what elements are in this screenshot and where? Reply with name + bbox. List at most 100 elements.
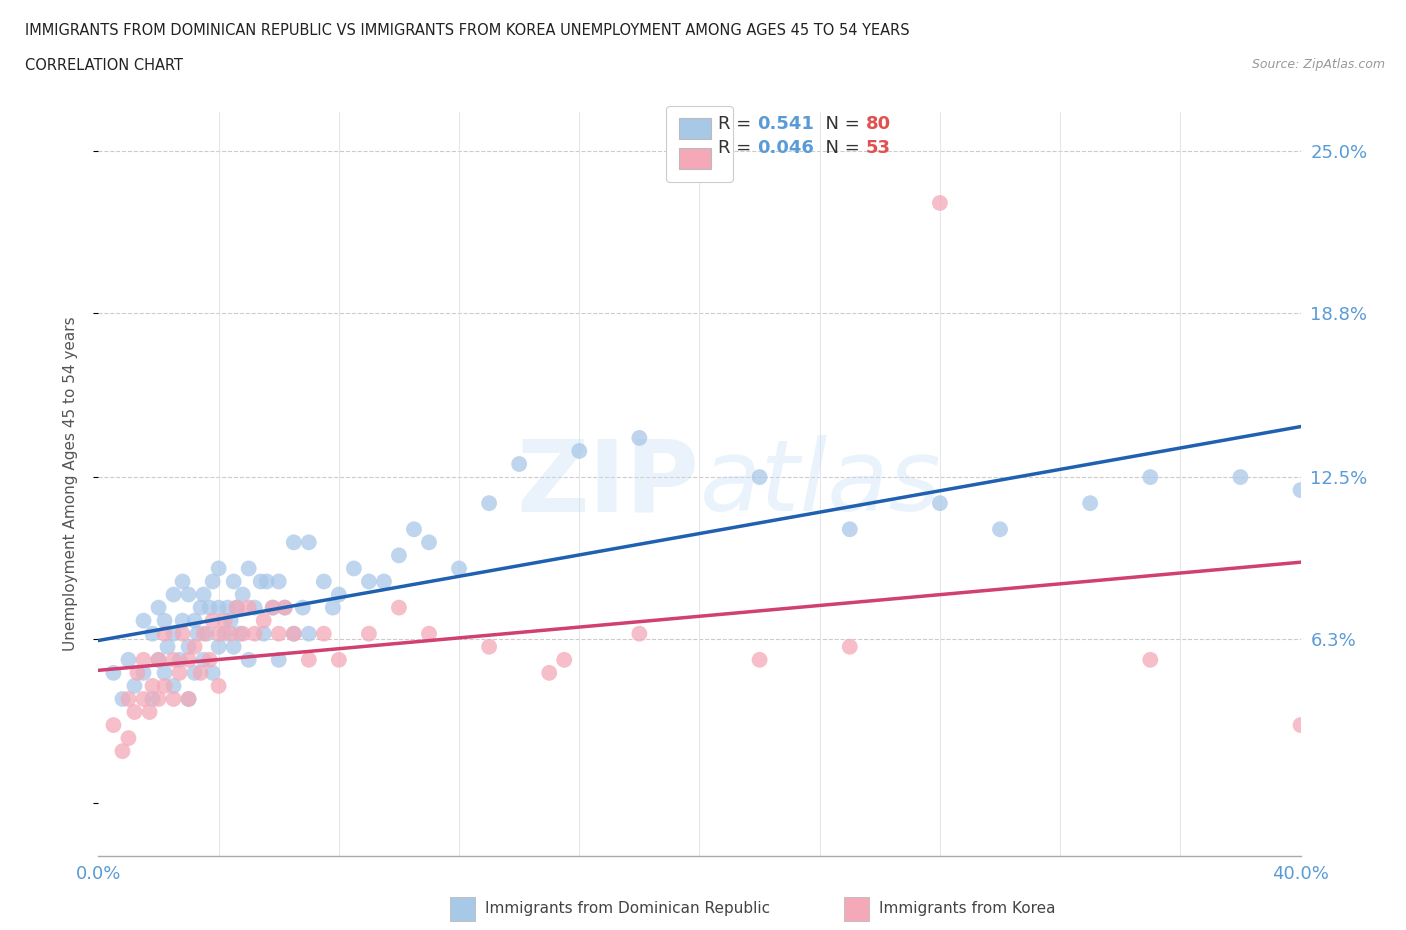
Point (274, 600, 297, 615)
Point (208, 679, 231, 694)
Point (148, 652, 170, 667)
Point (1139, 470, 1161, 485)
Point (219, 613, 242, 628)
Point (628, 626, 651, 641)
Point (243, 626, 266, 641)
Point (208, 600, 231, 615)
Point (201, 666, 224, 681)
Point (1289, 718, 1312, 733)
Point (283, 535, 305, 550)
Point (169, 652, 191, 667)
Point (1078, 496, 1101, 511)
Point (214, 613, 236, 628)
Point (117, 692, 139, 707)
Point (447, 561, 470, 576)
Point (124, 705, 146, 720)
Point (148, 692, 170, 707)
Text: R =: R = (718, 139, 756, 157)
Point (538, 666, 561, 681)
Point (222, 574, 245, 589)
Point (153, 626, 176, 641)
Point (929, 496, 952, 511)
Point (322, 600, 344, 615)
Text: R =: R = (718, 114, 756, 133)
Point (238, 561, 260, 576)
Point (478, 639, 501, 654)
Point (156, 639, 179, 654)
Point (748, 470, 770, 485)
Point (225, 600, 247, 615)
Point (132, 652, 155, 667)
Point (628, 431, 651, 445)
Point (111, 744, 134, 759)
Point (190, 666, 212, 681)
Text: IMMIGRANTS FROM DOMINICAN REPUBLIC VS IMMIGRANTS FROM KOREA UNEMPLOYMENT AMONG A: IMMIGRANTS FROM DOMINICAN REPUBLIC VS IM… (25, 23, 910, 38)
Text: 0.046: 0.046 (756, 139, 814, 157)
Point (388, 548, 411, 563)
Point (238, 652, 260, 667)
Text: Immigrants from Dominican Republic: Immigrants from Dominican Republic (485, 901, 770, 916)
Point (195, 626, 218, 641)
Point (117, 731, 139, 746)
Point (388, 600, 411, 615)
Text: Immigrants from Korea: Immigrants from Korea (879, 901, 1056, 916)
Point (249, 574, 271, 589)
Point (219, 626, 242, 641)
Point (177, 639, 200, 654)
Point (193, 652, 215, 667)
Point (208, 639, 231, 654)
Point (373, 574, 395, 589)
Point (225, 600, 247, 615)
Point (148, 600, 170, 615)
Point (262, 600, 284, 615)
Point (162, 679, 184, 694)
Point (201, 613, 224, 628)
Point (238, 600, 260, 615)
Point (111, 692, 134, 707)
Point (187, 626, 209, 641)
Text: 53: 53 (866, 139, 890, 157)
Point (508, 457, 530, 472)
Point (162, 692, 184, 707)
Point (253, 613, 276, 628)
Point (402, 522, 425, 537)
Point (127, 666, 149, 681)
Point (1289, 483, 1312, 498)
Text: 0.541: 0.541 (756, 114, 814, 133)
Point (838, 639, 860, 654)
Text: Source: ZipAtlas.com: Source: ZipAtlas.com (1251, 58, 1385, 71)
Legend: , : , (666, 106, 733, 181)
Point (148, 652, 170, 667)
Text: 80: 80 (866, 114, 890, 133)
Point (138, 705, 160, 720)
Point (172, 626, 194, 641)
Point (298, 535, 321, 550)
Point (103, 718, 125, 733)
Point (267, 652, 290, 667)
Point (153, 613, 176, 628)
Text: N =: N = (814, 114, 866, 133)
Point (357, 626, 380, 641)
Point (132, 692, 155, 707)
Point (208, 626, 231, 641)
Point (328, 652, 350, 667)
Point (193, 587, 215, 602)
Point (357, 574, 380, 589)
Point (222, 639, 245, 654)
Point (256, 574, 278, 589)
Point (217, 600, 239, 615)
Point (243, 600, 266, 615)
Point (141, 692, 163, 707)
Point (283, 626, 305, 641)
Point (283, 626, 305, 641)
Point (267, 574, 290, 589)
Point (232, 587, 254, 602)
Point (162, 587, 184, 602)
Point (183, 639, 205, 654)
Point (193, 626, 215, 641)
Point (267, 626, 290, 641)
Point (183, 666, 205, 681)
Point (141, 679, 163, 694)
Point (253, 626, 276, 641)
Point (124, 679, 146, 694)
